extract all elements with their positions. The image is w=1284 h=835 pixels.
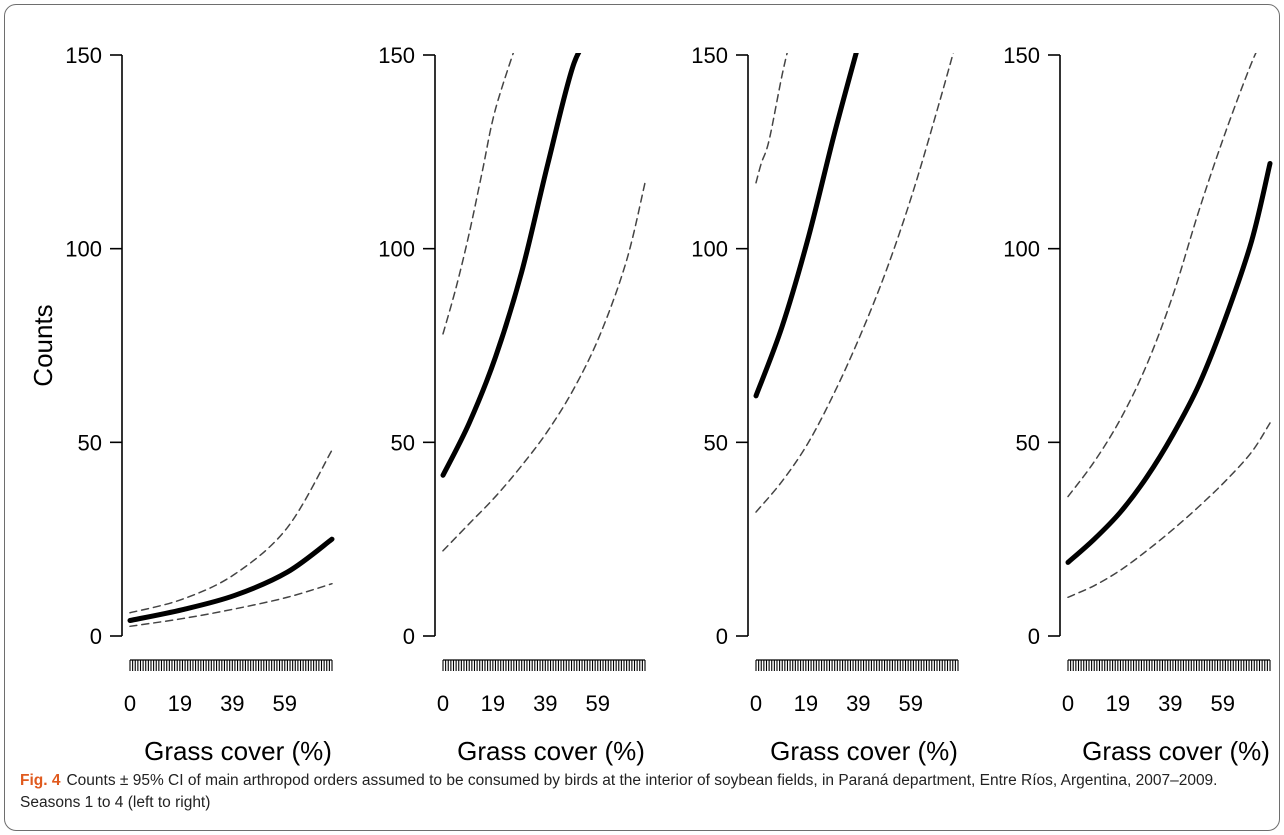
fitted-curve	[753, 53, 859, 399]
ci-upper-curve	[1067, 53, 1257, 498]
y-tick-label: 50	[391, 430, 415, 455]
ci-upper-curve	[442, 53, 515, 335]
x-axis-title: Grass cover (%)	[457, 736, 645, 766]
x-tick-label: 39	[1158, 691, 1182, 716]
x-axis-title: Grass cover (%)	[770, 736, 958, 766]
x-tick-label: 0	[750, 691, 762, 716]
fitted-curve	[1065, 160, 1273, 565]
x-tick-label: 39	[846, 691, 870, 716]
y-tick-label: 150	[691, 43, 728, 68]
x-tick-label: 19	[168, 691, 192, 716]
y-tick-label: 0	[403, 624, 415, 649]
y-tick-label: 50	[704, 430, 728, 455]
x-tick-label: 59	[1211, 691, 1235, 716]
x-tick-label: 19	[1106, 691, 1130, 716]
ci-lower-curve	[1067, 422, 1271, 599]
x-axis-title: Grass cover (%)	[1082, 736, 1270, 766]
fitted-curve	[127, 536, 335, 624]
y-tick-label: 150	[65, 43, 102, 68]
x-tick-label: 0	[124, 691, 136, 716]
y-tick-label: 100	[378, 237, 415, 262]
x-tick-label: 39	[220, 691, 244, 716]
y-tick-label: 50	[1016, 430, 1040, 455]
figure-caption: Fig. 4 Counts ± 95% CI of main arthropod …	[20, 770, 1265, 814]
chart-panel-1: 0 50 100 150 0 19 39 59 Grass cover (%) Counts	[28, 43, 335, 766]
figure-frame	[4, 4, 1280, 831]
y-tick-label: 100	[1003, 237, 1040, 262]
y-tick-label: 100	[65, 237, 102, 262]
figure-panels: 0 50 100 150 0 19 39 59 Grass cover (%) Counts 0 50…	[28, 43, 1273, 766]
ci-lower-curve	[442, 182, 646, 552]
ci-lower-curve	[755, 53, 954, 513]
x-tick-label: 19	[481, 691, 505, 716]
x-tick-label: 19	[794, 691, 818, 716]
y-tick-label: 150	[1003, 43, 1040, 68]
x-tick-label: 0	[437, 691, 449, 716]
x-axis-title: Grass cover (%)	[144, 736, 332, 766]
y-tick-label: 0	[716, 624, 728, 649]
x-tick-label: 39	[533, 691, 557, 716]
y-tick-label: 0	[90, 624, 102, 649]
caption-text: Counts ± 95% CI of main arthropod orders…	[20, 772, 1218, 811]
y-tick-label: 150	[378, 43, 415, 68]
ci-upper-curve	[755, 53, 788, 184]
y-tick-label: 100	[691, 237, 728, 262]
ci-upper-curve	[129, 449, 333, 614]
figure-label: Fig. 4	[20, 772, 61, 789]
fitted-curve	[440, 53, 582, 478]
chart-panel-2: 0 50 100 150 0 19 39 59 Grass cover (%)	[378, 43, 646, 766]
y-tick-label: 0	[1028, 624, 1040, 649]
y-tick-label: 50	[78, 430, 102, 455]
chart-panel-4: 0 50 100 150 0 19 39 59 Grass cover (%)	[1003, 43, 1273, 766]
x-tick-label: 59	[273, 691, 297, 716]
y-axis-title: Counts	[28, 304, 58, 386]
chart-panel-3: 0 50 100 150 0 19 39 59 Grass cover (%)	[691, 43, 959, 766]
x-tick-label: 59	[586, 691, 610, 716]
x-tick-label: 59	[899, 691, 923, 716]
x-tick-label: 0	[1062, 691, 1074, 716]
ci-lower-curve	[129, 582, 333, 628]
